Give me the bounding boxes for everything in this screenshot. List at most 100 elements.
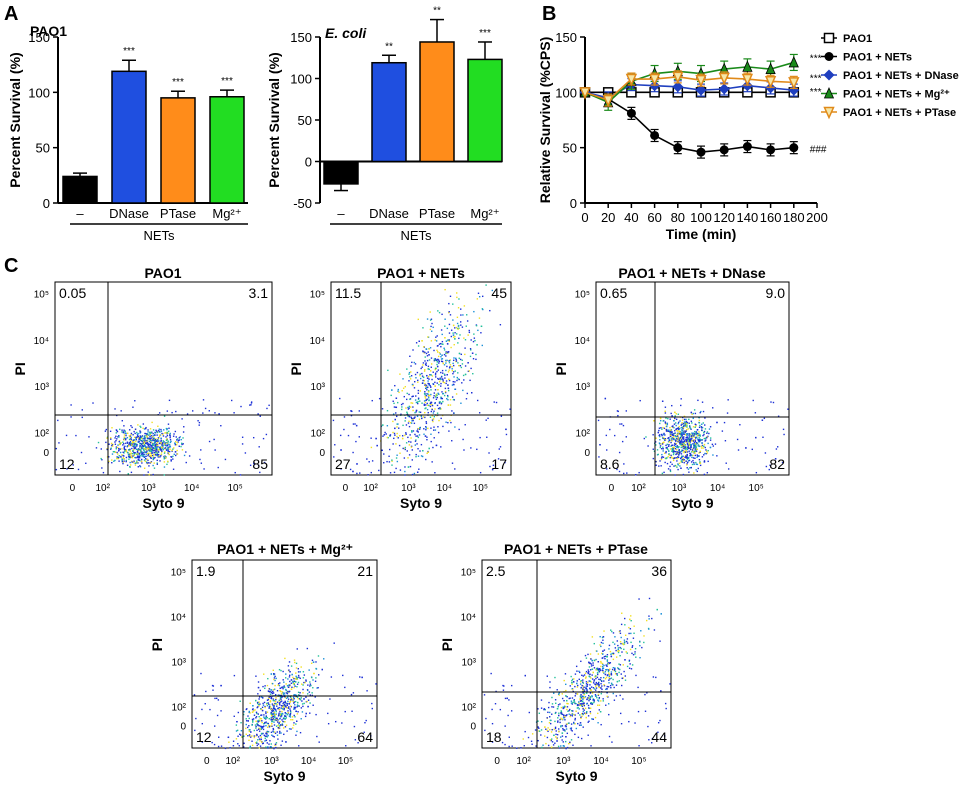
flow-event <box>456 376 458 379</box>
flow-event <box>137 466 139 468</box>
flow-event <box>768 468 770 471</box>
flow-event <box>144 460 147 462</box>
flow-event <box>139 466 142 468</box>
flow-event <box>597 670 600 672</box>
flow-event <box>440 376 443 378</box>
flow-event <box>598 685 600 687</box>
flow-event <box>122 441 124 443</box>
flow-event <box>425 422 428 425</box>
flow-event <box>667 468 670 470</box>
flow-event <box>639 399 641 402</box>
flow-event <box>123 455 125 457</box>
flow-event <box>275 718 278 721</box>
flow-event <box>585 692 588 694</box>
flow-event <box>658 429 660 432</box>
flow-event <box>417 448 419 450</box>
flow-event <box>425 427 427 429</box>
flow-event <box>459 358 462 361</box>
flow-event <box>646 692 648 694</box>
flow-event <box>316 687 318 689</box>
flow-event <box>613 643 616 645</box>
flow-event <box>691 436 693 438</box>
flow-event <box>273 713 275 715</box>
flow-event <box>288 684 291 686</box>
flow-event <box>55 447 58 450</box>
flow-event <box>297 701 299 704</box>
flow-event <box>604 678 607 680</box>
flow-event <box>677 430 679 432</box>
flow-event <box>598 697 600 700</box>
flow-event <box>273 673 275 676</box>
flow-event <box>102 471 105 474</box>
flow-event <box>662 441 664 444</box>
flow-x-tick-label: 10² <box>225 756 240 767</box>
flow-event <box>557 745 560 748</box>
flow-event <box>677 464 679 466</box>
flow-event <box>662 446 664 448</box>
flow-event <box>430 386 432 388</box>
flow-event <box>154 456 156 459</box>
flow-event <box>605 688 607 691</box>
flow-event <box>583 686 585 688</box>
flow-event <box>597 668 599 671</box>
flow-event <box>333 456 335 458</box>
flow-event <box>451 462 454 464</box>
flow-event <box>418 418 421 420</box>
flow-event <box>624 624 626 626</box>
flow-event <box>540 720 543 723</box>
flow-event <box>383 462 385 464</box>
flow-x-tick-label: 0 <box>609 483 615 494</box>
flow-event <box>133 454 135 457</box>
flow-event <box>395 457 398 459</box>
flow-event <box>166 442 168 445</box>
flow-event <box>656 454 659 456</box>
flow-y-tick-label: 10² <box>35 429 50 440</box>
flow-event <box>702 434 704 437</box>
flow-event <box>591 703 593 705</box>
flow-event <box>156 434 158 436</box>
data-point-triangle-down <box>672 71 684 85</box>
flow-event <box>410 371 412 373</box>
flow-event <box>698 445 701 448</box>
flow-event <box>573 699 576 701</box>
flow-event <box>600 723 602 726</box>
flow-event <box>698 439 700 441</box>
flow-event <box>578 708 580 710</box>
flow-event <box>164 447 167 450</box>
flow-event <box>298 705 300 707</box>
flow-event <box>663 427 666 430</box>
flow-event <box>432 397 435 399</box>
flow-event <box>685 430 687 433</box>
flow-event <box>277 694 279 697</box>
flow-event <box>448 369 450 371</box>
flow-event <box>277 724 279 727</box>
flow-event <box>215 697 218 700</box>
flow-event <box>560 706 563 709</box>
flow-event <box>472 358 475 360</box>
flow-event <box>416 401 418 404</box>
flow-event <box>274 716 276 718</box>
flow-event <box>144 432 146 435</box>
flow-event <box>120 456 122 458</box>
flow-event <box>296 696 299 698</box>
flow-event <box>97 441 100 444</box>
flow-event <box>574 702 576 705</box>
flow-event <box>703 437 706 440</box>
flow-event <box>676 434 678 436</box>
flow-event <box>282 727 285 729</box>
flow-event <box>148 440 151 443</box>
y-tick-label: 50 <box>563 141 577 156</box>
flow-event <box>611 668 614 671</box>
flow-event <box>424 351 426 354</box>
flow-event <box>664 406 667 408</box>
flow-event <box>114 459 116 462</box>
flow-event <box>418 411 420 413</box>
flow-event <box>272 706 275 708</box>
flow-event <box>447 351 450 353</box>
flow-event <box>265 711 267 713</box>
flow-event <box>679 465 681 467</box>
flow-event <box>598 686 600 688</box>
flow-event <box>120 410 122 412</box>
flow-event <box>386 460 388 463</box>
flow-event <box>629 618 631 621</box>
